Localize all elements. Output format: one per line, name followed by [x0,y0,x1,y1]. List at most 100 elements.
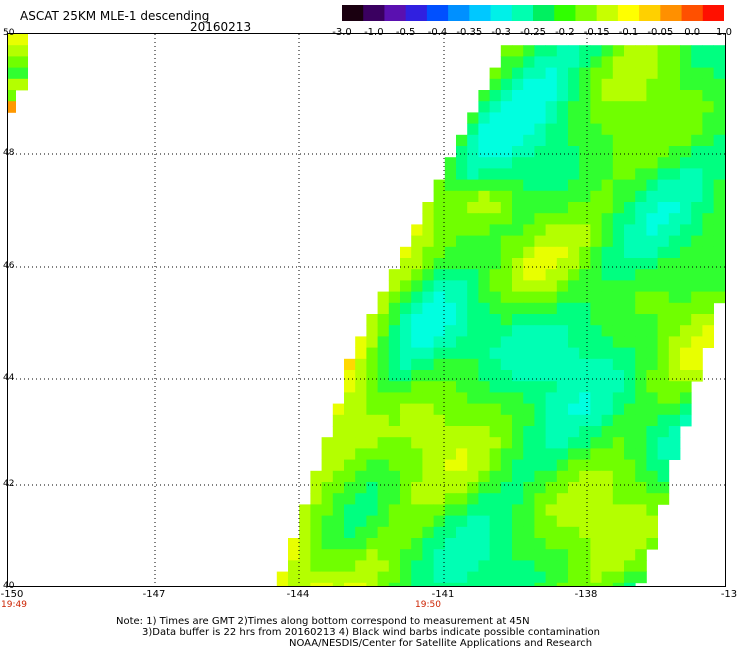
data-cell [366,347,378,360]
data-cell [310,515,322,528]
data-cell [612,202,625,214]
data-cell [478,213,490,225]
data-cell [713,224,725,236]
data-cell [512,146,524,158]
data-cell [590,403,602,416]
data-cell [489,459,502,472]
data-cell [500,448,513,460]
data-cell [568,459,580,472]
data-cell [601,414,614,427]
data-cell [601,358,614,371]
data-cell [702,246,714,259]
data-cell [478,146,490,158]
data-cell [635,78,647,91]
data-cell [646,90,658,102]
data-cell [601,571,614,584]
data-cell [377,302,390,315]
data-cell [411,504,423,516]
data-cell [545,560,558,572]
data-cell [646,414,658,427]
data-cell [478,470,490,483]
data-cell [456,134,468,147]
data-cell [624,314,636,326]
data-cell [545,213,558,225]
data-cell [668,370,681,382]
data-cell [344,437,356,449]
data-cell [456,437,468,449]
data-cell [467,437,479,449]
data-cell [388,302,401,315]
data-cell [601,224,614,236]
data-cell [601,526,614,539]
data-cell [590,213,602,225]
data-cell [355,347,367,360]
data-cell [523,258,535,270]
data-cell [612,134,625,147]
data-cell [444,213,457,225]
data-cell [624,101,636,113]
data-cell [377,526,390,539]
data-cell [635,123,647,136]
data-cell [590,157,602,169]
data-cell [590,179,602,192]
data-cell [556,582,569,586]
data-cell [545,302,558,315]
data-cell [400,549,412,561]
data-cell [534,370,546,382]
data-cell [523,78,535,91]
data-cell [500,45,513,57]
data-cell [668,157,681,169]
data-cell [422,302,434,315]
data-cell [668,302,681,315]
lon-label: -147 [142,589,166,600]
data-cell [556,202,569,214]
data-cell [590,314,602,326]
data-cell [635,202,647,214]
data-cell [713,246,725,259]
data-cell [467,168,479,180]
data-cell [512,157,524,169]
data-cell [388,549,401,561]
data-cell [601,45,614,57]
data-cell [456,325,468,337]
data-cell [545,437,558,449]
data-cell [344,538,356,550]
data-cell [489,515,502,528]
data-cell [545,291,558,304]
data-cell [422,470,434,483]
data-cell [332,515,345,528]
data-cell [411,526,423,539]
data-cell [601,504,614,516]
data-cell [534,538,546,550]
data-cell [478,168,490,180]
colorbar-swatch [384,5,407,21]
data-cell [534,336,546,348]
data-cell [377,493,390,505]
data-cell [478,202,490,214]
data-cell [612,515,625,528]
data-cell [489,582,502,586]
data-cell [702,45,714,57]
data-cell [601,112,614,124]
data-cell [646,336,658,348]
data-cell [680,314,692,326]
data-cell [411,459,423,472]
data-cell [713,101,725,113]
data-cell [590,258,602,270]
data-cell [590,78,602,91]
data-cell [467,112,479,124]
data-cell [489,392,502,404]
data-cell [556,504,569,516]
data-cell [680,325,692,337]
data-cell [545,314,558,326]
data-cell [366,381,378,393]
data-cell [545,258,558,270]
data-cell [489,336,502,348]
data-cell [680,246,692,259]
data-cell [624,45,636,57]
data-cell [568,571,580,584]
data-cell [635,146,647,158]
data-cell [388,370,401,382]
data-cell [579,325,591,337]
data-cell [635,325,647,337]
